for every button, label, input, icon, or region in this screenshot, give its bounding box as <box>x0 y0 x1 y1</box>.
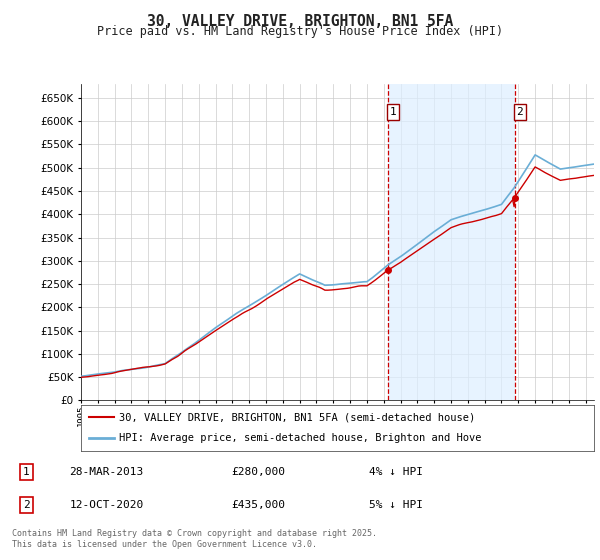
Text: 1: 1 <box>23 467 30 477</box>
Text: 2: 2 <box>23 500 30 510</box>
Text: 2: 2 <box>517 107 523 117</box>
Text: HPI: Average price, semi-detached house, Brighton and Hove: HPI: Average price, semi-detached house,… <box>119 433 482 444</box>
Text: 1: 1 <box>389 107 396 117</box>
Text: 30, VALLEY DRIVE, BRIGHTON, BN1 5FA: 30, VALLEY DRIVE, BRIGHTON, BN1 5FA <box>147 14 453 29</box>
Text: £280,000: £280,000 <box>231 467 285 477</box>
Text: Contains HM Land Registry data © Crown copyright and database right 2025.
This d: Contains HM Land Registry data © Crown c… <box>12 529 377 549</box>
Bar <box>388 84 515 400</box>
Text: 4% ↓ HPI: 4% ↓ HPI <box>369 467 423 477</box>
Text: Price paid vs. HM Land Registry's House Price Index (HPI): Price paid vs. HM Land Registry's House … <box>97 25 503 38</box>
Text: £435,000: £435,000 <box>231 500 285 510</box>
Text: 28-MAR-2013: 28-MAR-2013 <box>70 467 144 477</box>
Text: 12-OCT-2020: 12-OCT-2020 <box>70 500 144 510</box>
Text: 5% ↓ HPI: 5% ↓ HPI <box>369 500 423 510</box>
Text: 30, VALLEY DRIVE, BRIGHTON, BN1 5FA (semi-detached house): 30, VALLEY DRIVE, BRIGHTON, BN1 5FA (sem… <box>119 412 476 422</box>
